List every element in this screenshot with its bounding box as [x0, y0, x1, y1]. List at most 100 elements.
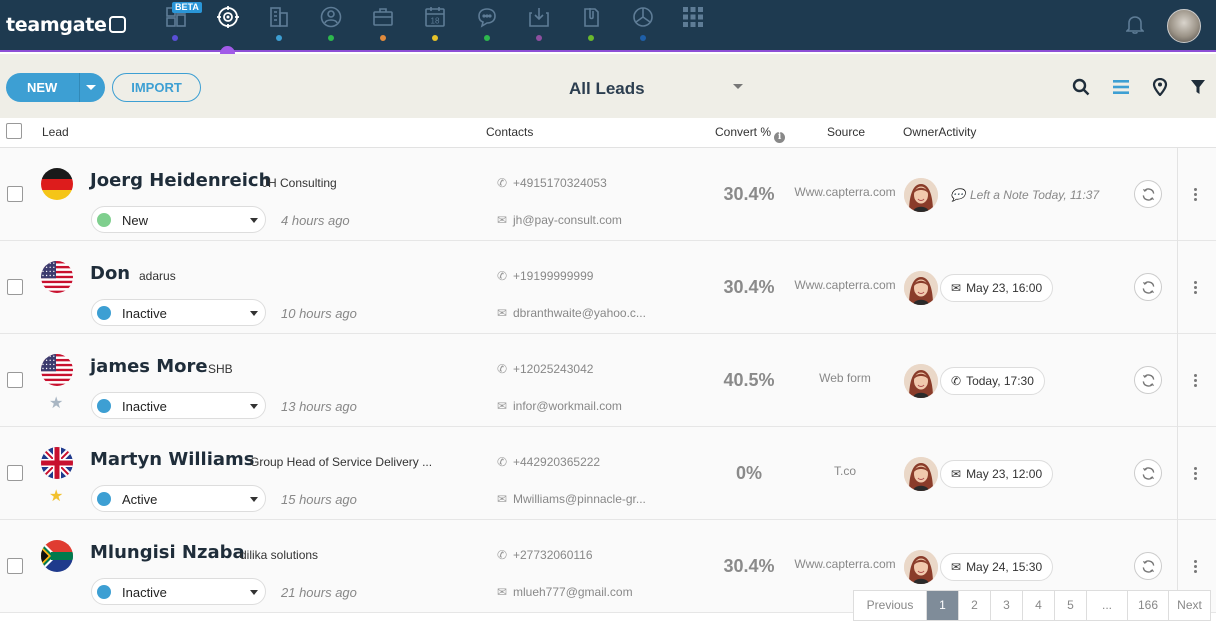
activity-pill[interactable]: ✉ May 23, 12:00	[940, 460, 1054, 488]
refresh-icon[interactable]	[1134, 552, 1162, 580]
apps-grid-icon[interactable]	[680, 5, 708, 31]
star-icon[interactable]: ★	[49, 395, 64, 412]
envelope-icon: ✉	[951, 281, 962, 295]
owner-avatar[interactable]	[904, 550, 938, 584]
calendar-day-text: 18	[431, 17, 440, 26]
select-all-checkbox[interactable]	[6, 123, 22, 139]
phone-contact[interactable]: ✆ +442920365222	[497, 455, 600, 469]
pager-page[interactable]: ...	[1087, 591, 1128, 620]
email-contact[interactable]: ✉ infor@workmail.com	[497, 399, 622, 413]
user-avatar[interactable]	[1167, 9, 1201, 43]
refresh-icon[interactable]	[1134, 273, 1162, 301]
row-checkbox[interactable]	[7, 558, 23, 574]
header-owner-activity[interactable]: OwnerActivity	[903, 125, 977, 139]
table-row[interactable]: ★ james More SHB Inactive 13 hours ago ✆ +1202…	[0, 334, 1216, 427]
pager-previous[interactable]: Previous	[854, 591, 927, 620]
table-row[interactable]: ★ Martyn Williams Group Head of Service De…	[0, 427, 1216, 520]
deals-briefcase-icon[interactable]	[370, 5, 398, 31]
phone-number: +4915170324053	[513, 176, 607, 190]
companies-dot	[276, 35, 282, 41]
owner-avatar[interactable]	[904, 178, 938, 212]
owner-avatar[interactable]	[904, 364, 938, 398]
header-convert-label: Convert %	[715, 125, 772, 139]
row-checkbox[interactable]	[7, 186, 23, 202]
leads-target-icon[interactable]	[215, 5, 243, 31]
phone-contact[interactable]: ✆ +4915170324053	[497, 176, 607, 190]
lead-company: dilika solutions	[240, 548, 319, 562]
row-checkbox[interactable]	[7, 372, 23, 388]
owner-avatar[interactable]	[904, 271, 938, 305]
more-options-icon[interactable]	[1194, 374, 1198, 389]
pager-page[interactable]: 1	[927, 591, 959, 620]
phone-contact[interactable]: ✆ +12025243042	[497, 362, 593, 376]
status-dropdown[interactable]: Active	[91, 485, 266, 512]
refresh-icon[interactable]	[1134, 459, 1162, 487]
activity-pill[interactable]: ✉ May 24, 15:30	[940, 553, 1054, 581]
activity-pill[interactable]: ✉ May 23, 16:00	[940, 274, 1054, 302]
header-convert[interactable]: Convert % i	[715, 125, 786, 143]
documents-icon[interactable]	[578, 5, 606, 31]
new-button-label: NEW	[27, 80, 58, 95]
filter-icon[interactable]	[1190, 78, 1210, 98]
import-button[interactable]: IMPORT	[112, 73, 201, 102]
more-options-icon[interactable]	[1194, 467, 1198, 482]
status-dropdown[interactable]: New	[91, 206, 266, 233]
activity-note[interactable]: 💬 Left a Note Today, 11:37	[950, 188, 1099, 202]
refresh-icon[interactable]	[1134, 180, 1162, 208]
pager-page[interactable]: 166	[1128, 591, 1169, 620]
email-contact[interactable]: ✉ jh@pay-consult.com	[497, 213, 622, 227]
star-icon[interactable]: ★	[49, 488, 64, 505]
email-contact[interactable]: ✉ dbranthwaite@yahoo.c...	[497, 306, 646, 320]
inbox-icon[interactable]	[526, 5, 554, 31]
email-contact[interactable]: ✉ Mwilliams@pinnacle-gr...	[497, 492, 646, 506]
teamgate-logo[interactable]: teamgate	[6, 14, 126, 36]
phone-contact[interactable]: ✆ +19199999999	[497, 269, 593, 283]
lead-name[interactable]: Joerg Heidenreich	[90, 170, 272, 191]
email-contact[interactable]: ✉ mlueh777@gmail.com	[497, 585, 633, 599]
calendar-icon[interactable]: 18	[422, 5, 450, 31]
bell-icon[interactable]	[1125, 14, 1145, 39]
lead-name[interactable]: Mlungisi Nzaba	[90, 542, 245, 563]
companies-icon[interactable]	[266, 5, 294, 31]
view-chevron-down-icon[interactable]	[733, 84, 743, 89]
list-view-icon[interactable]	[1112, 78, 1132, 98]
new-button[interactable]: NEW	[6, 73, 105, 102]
row-checkbox[interactable]	[7, 465, 23, 481]
status-dropdown[interactable]: Inactive	[91, 578, 266, 605]
search-icon[interactable]	[1072, 78, 1092, 98]
pager-page[interactable]: 4	[1023, 591, 1055, 620]
activity-pill[interactable]: ✆ Today, 17:30	[940, 367, 1045, 395]
reports-pie-icon[interactable]	[630, 5, 658, 31]
pager-next[interactable]: Next	[1177, 598, 1202, 612]
table-row[interactable]: Mlungisi Nzaba dilika solutions Inactive 21…	[0, 520, 1216, 613]
view-selector[interactable]: All Leads	[569, 79, 645, 98]
people-icon[interactable]	[318, 5, 346, 31]
status-dropdown[interactable]: Inactive	[91, 299, 266, 326]
status-dropdown[interactable]: Inactive	[91, 392, 266, 419]
email-address: mlueh777@gmail.com	[513, 585, 633, 599]
status-label: New	[122, 213, 149, 228]
refresh-icon[interactable]	[1134, 366, 1162, 394]
table-row[interactable]: Don adarus Inactive 10 hours ago ✆ +191999999…	[0, 241, 1216, 334]
row-checkbox[interactable]	[7, 279, 23, 295]
lead-name[interactable]: Don	[90, 263, 131, 284]
lead-name[interactable]: Martyn Williams	[90, 449, 255, 470]
info-icon[interactable]: i	[774, 132, 786, 143]
status-dot	[97, 585, 111, 599]
more-options-icon[interactable]	[1194, 281, 1198, 296]
chevron-down-icon[interactable]	[86, 85, 96, 90]
phone-contact[interactable]: ✆ +27732060116	[497, 548, 593, 562]
more-options-icon[interactable]	[1194, 188, 1198, 203]
header-contacts[interactable]: Contacts	[486, 125, 534, 139]
lead-name[interactable]: james More	[90, 356, 208, 377]
pager-page[interactable]: 2	[959, 591, 991, 620]
more-options-icon[interactable]	[1194, 560, 1198, 575]
header-source[interactable]: Source	[827, 125, 866, 139]
map-pin-icon[interactable]	[1152, 77, 1172, 98]
pager-page[interactable]: 3	[991, 591, 1023, 620]
chat-icon[interactable]	[474, 5, 502, 31]
pager-page[interactable]: 5	[1055, 591, 1087, 620]
header-lead[interactable]: Lead	[42, 125, 69, 139]
table-row[interactable]: Joerg Heidenreich JH Consulting New 4 hours…	[0, 148, 1216, 241]
owner-avatar[interactable]	[904, 457, 938, 491]
